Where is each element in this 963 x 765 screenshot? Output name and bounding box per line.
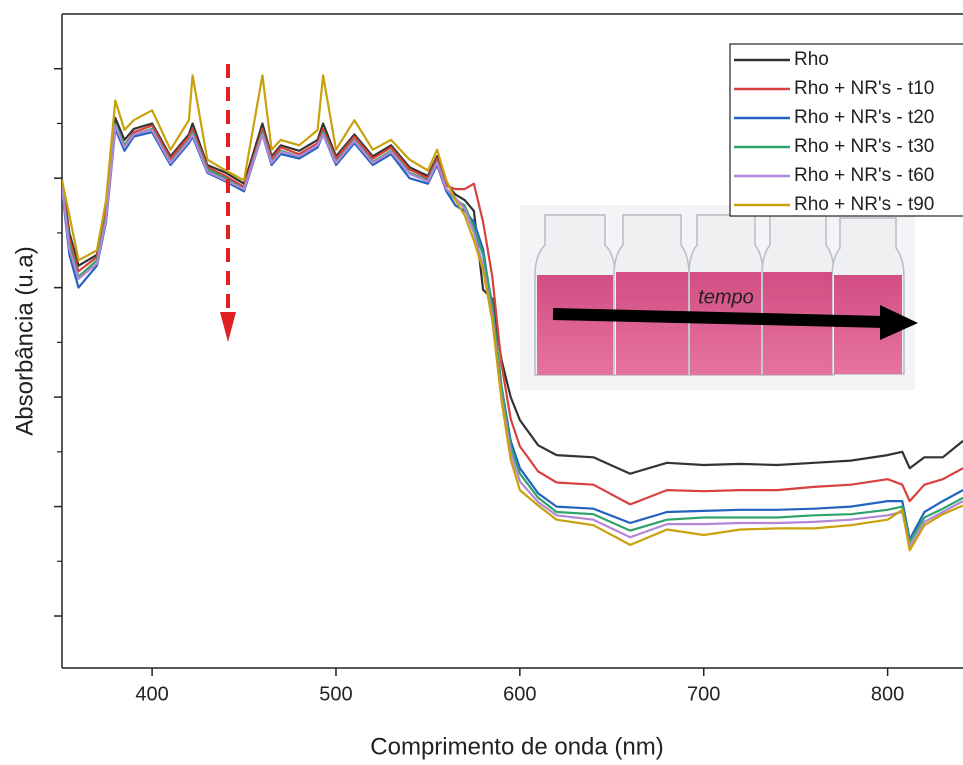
x-tick-label: 600 — [503, 683, 536, 705]
legend-label: Rho + NR's - t90 — [794, 194, 934, 215]
legend-label: Rho + NR's - t60 — [794, 165, 934, 186]
time-arrow — [552, 305, 918, 340]
x-tick-label: 700 — [687, 683, 720, 705]
legend-label: Rho + NR's - t10 — [794, 78, 934, 99]
y-axis-label: Absorbância (u.a) — [11, 246, 38, 435]
x-tick-label: 400 — [135, 683, 168, 705]
vials-photo — [520, 205, 915, 390]
legend-label: Rho + NR's - t30 — [794, 136, 934, 157]
legend-label: Rho — [794, 49, 829, 70]
lines — [62, 74, 963, 552]
legend-box — [729, 43, 963, 217]
dashed-arrow — [220, 64, 236, 342]
series-line — [62, 124, 963, 548]
series-line — [62, 74, 963, 552]
x-tick-label: 500 — [319, 683, 352, 705]
legend-label: Rho + NR's - t20 — [794, 107, 934, 128]
annotation: tempo — [698, 286, 754, 308]
x-tick-label: 800 — [871, 683, 904, 705]
x-axis-label: Comprimento de onda (nm) — [370, 733, 663, 760]
